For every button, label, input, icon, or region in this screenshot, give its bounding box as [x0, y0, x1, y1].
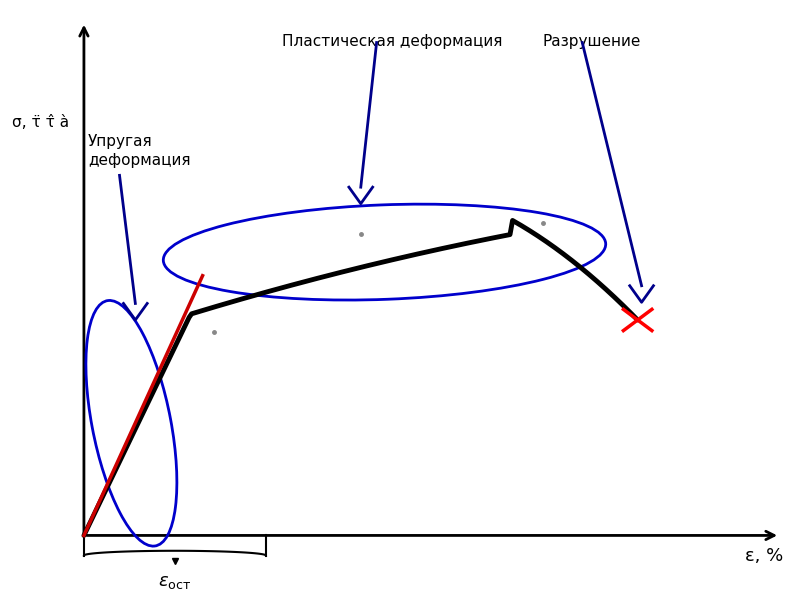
Text: Пластическая деформация: Пластическая деформация [282, 34, 502, 49]
Text: ε, %: ε, % [745, 547, 783, 565]
Text: Разрушение: Разрушение [542, 34, 641, 49]
Text: σ, τ̈ τ̂ à: σ, τ̈ τ̂ à [12, 115, 69, 130]
Text: Упругая
деформация: Упругая деформация [88, 134, 190, 167]
Text: $\varepsilon_{\rm ост}$: $\varepsilon_{\rm ост}$ [158, 573, 191, 591]
